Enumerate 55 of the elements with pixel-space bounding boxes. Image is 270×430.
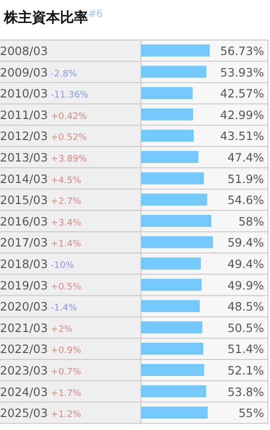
bar bbox=[141, 342, 204, 355]
bar bbox=[141, 300, 200, 312]
y-tick-label: 2015/03 +2.7% bbox=[0, 193, 82, 208]
data-label: 48.5% bbox=[227, 300, 264, 314]
data-label: 47.4% bbox=[227, 150, 264, 164]
bar bbox=[141, 258, 201, 270]
y-tick-label: 2021/03 +2% bbox=[0, 320, 74, 335]
data-label: 58% bbox=[238, 214, 264, 228]
y-tick-label: 2013/03 +3.89% bbox=[0, 150, 88, 164]
bar bbox=[141, 87, 193, 100]
y-tick-label: 2022/03 +0.9% bbox=[0, 342, 82, 356]
bar bbox=[141, 66, 206, 78]
data-label: 53.93% bbox=[220, 65, 264, 80]
y-tick-label: 2024/03 +1.7% bbox=[0, 384, 82, 399]
data-label: 54.6% bbox=[227, 193, 264, 208]
y-tick-label: 2009/03 -2.8% bbox=[0, 65, 78, 80]
y-tick-label: 2014/03 +4.5% bbox=[0, 172, 82, 186]
bar bbox=[141, 406, 208, 419]
bar bbox=[141, 385, 206, 398]
bar bbox=[141, 151, 198, 163]
bar bbox=[141, 194, 208, 206]
y-tick-label: 2018/03 -10% bbox=[0, 257, 74, 271]
data-label: 43.51% bbox=[220, 129, 264, 144]
data-label: 49.4% bbox=[227, 257, 264, 271]
y-tick-label: 2011/03 +0.42% bbox=[0, 108, 88, 122]
y-tick-label: 2017/03 +1.4% bbox=[0, 236, 82, 250]
y-tick-label: 2008/03 bbox=[0, 44, 48, 58]
bar bbox=[141, 44, 210, 56]
y-tick-label: 2025/03 +1.2% bbox=[0, 406, 82, 420]
data-label: 50.5% bbox=[227, 320, 264, 335]
y-tick-label: 2020/03 -1.4% bbox=[0, 300, 78, 314]
bar bbox=[141, 278, 202, 291]
data-label: 51.9% bbox=[227, 172, 264, 186]
data-label: 42.57% bbox=[220, 86, 264, 101]
data-label: 42.99% bbox=[220, 108, 264, 122]
data-label: 49.9% bbox=[227, 278, 264, 292]
data-label: 52.1% bbox=[227, 364, 264, 378]
data-label: 53.8% bbox=[227, 384, 264, 399]
bar bbox=[141, 108, 194, 120]
y-tick-label: 2019/03 +0.5% bbox=[0, 278, 82, 292]
y-tick-label: 2012/03 +0.52% bbox=[0, 129, 88, 144]
bar bbox=[141, 172, 204, 184]
bar bbox=[141, 214, 212, 227]
y-tick-label: 2016/03 +3.4% bbox=[0, 214, 82, 228]
data-label: 55% bbox=[238, 406, 264, 420]
bar bbox=[141, 236, 213, 248]
data-label: 56.73% bbox=[220, 44, 264, 58]
y-tick-label: 2023/03 +0.7% bbox=[0, 364, 82, 378]
bar bbox=[141, 321, 202, 334]
data-label: 51.4% bbox=[227, 342, 264, 356]
bar bbox=[141, 364, 204, 376]
bar bbox=[141, 130, 194, 142]
chart-title: 株主資本比率$^{#6}$ bbox=[3, 8, 103, 26]
data-label: 59.4% bbox=[227, 236, 264, 250]
y-tick-label: 2010/03 -11.36% bbox=[0, 86, 89, 101]
